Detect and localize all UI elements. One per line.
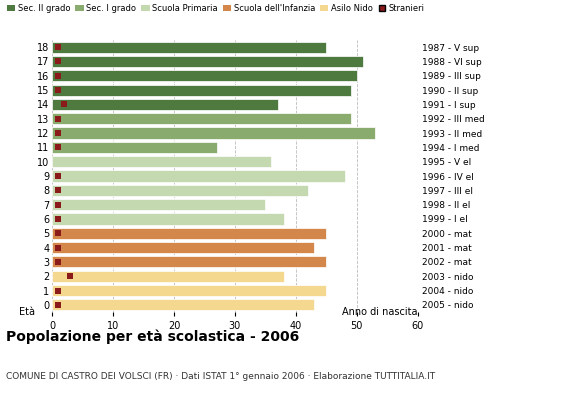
Bar <box>52 42 326 53</box>
Bar <box>52 170 345 182</box>
Bar <box>52 185 308 196</box>
Bar <box>52 199 266 210</box>
Bar <box>52 242 314 253</box>
Bar <box>52 56 363 67</box>
Bar <box>52 299 314 310</box>
Text: Anno di nascita: Anno di nascita <box>342 308 418 318</box>
Bar <box>52 113 350 124</box>
Legend: Sec. II grado, Sec. I grado, Scuola Primaria, Scuola dell'Infanzia, Asilo Nido, : Sec. II grado, Sec. I grado, Scuola Prim… <box>7 4 425 13</box>
Bar <box>52 142 217 153</box>
Bar <box>52 228 326 239</box>
Text: Popolazione per età scolastica - 2006: Popolazione per età scolastica - 2006 <box>6 330 299 344</box>
Bar <box>52 128 375 139</box>
Text: COMUNE DI CASTRO DEI VOLSCI (FR) · Dati ISTAT 1° gennaio 2006 · Elaborazione TUT: COMUNE DI CASTRO DEI VOLSCI (FR) · Dati … <box>6 372 435 381</box>
Bar <box>52 256 326 268</box>
Bar <box>52 271 284 282</box>
Bar <box>52 213 284 224</box>
Bar <box>52 84 350 96</box>
Bar <box>52 99 277 110</box>
Bar <box>52 70 357 81</box>
Bar <box>52 285 326 296</box>
Bar <box>52 156 271 167</box>
Text: Età: Età <box>19 308 35 318</box>
